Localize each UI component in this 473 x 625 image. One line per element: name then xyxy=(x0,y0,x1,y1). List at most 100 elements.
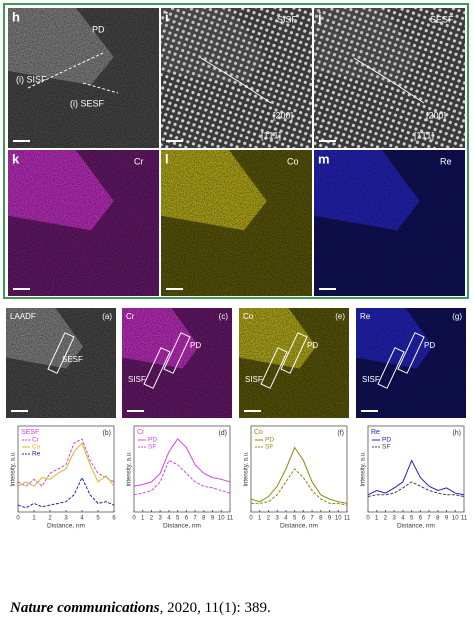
panel-text: PD xyxy=(92,24,105,34)
x-tick-label: 6 xyxy=(112,516,116,522)
legend-label: PD xyxy=(148,437,157,444)
legend-label: Cr xyxy=(32,437,40,444)
x-tick-label: 3 xyxy=(393,516,397,522)
image-noise xyxy=(356,308,466,418)
panel-text: Cr xyxy=(134,156,144,166)
trace-line xyxy=(353,57,425,104)
legend-label: PD xyxy=(382,437,391,444)
x-tick-label: 7 xyxy=(193,516,197,522)
x-tick-label: 0 xyxy=(366,516,370,522)
image-region xyxy=(161,8,267,85)
y-axis-label: Intensity, a.u. xyxy=(244,451,250,487)
x-tick-label: 3 xyxy=(276,516,280,522)
image xyxy=(314,8,465,148)
x-tick-label: 1 xyxy=(258,516,262,522)
image xyxy=(161,8,312,148)
panel-tag: (a) xyxy=(102,312,112,321)
plot-tag: (b) xyxy=(102,430,111,437)
x-axis-label: Distance, nm xyxy=(163,523,201,530)
x-tick-label: 7 xyxy=(310,516,314,522)
panel-label: i xyxy=(165,9,169,24)
data-line xyxy=(133,438,231,487)
panel-text: SISF xyxy=(245,375,263,384)
box xyxy=(163,332,191,374)
x-tick-label: 8 xyxy=(436,516,440,522)
x-tick-label: 6 xyxy=(302,516,306,522)
x-tick-label: 10 xyxy=(218,516,225,522)
x-tick-label: 2 xyxy=(267,516,271,522)
panel-text: (i) SISF xyxy=(16,74,47,84)
panel-label: l xyxy=(165,151,169,166)
x-tick-label: 5 xyxy=(96,516,100,522)
legend-label: PD xyxy=(265,437,274,444)
data-line xyxy=(250,446,348,504)
image-noise xyxy=(6,308,116,418)
citation: Nature communications, 2020, 11(1): 389. xyxy=(9,600,271,616)
x-tick-label: 10 xyxy=(335,516,342,522)
box xyxy=(397,332,425,374)
panel-title: LAADF xyxy=(10,312,36,321)
x-tick-label: 6 xyxy=(185,516,189,522)
plot-frame xyxy=(367,425,465,513)
panel-text: [1̄1̄1] xyxy=(261,130,281,140)
plot-title: Re xyxy=(371,429,380,436)
box xyxy=(47,332,75,374)
citation-details: , 2020, 11(1): 389. xyxy=(160,600,271,616)
panel-label: m xyxy=(318,151,330,166)
box xyxy=(280,332,308,374)
x-tick-label: 1 xyxy=(141,516,145,522)
data-line xyxy=(17,442,115,487)
panel-tag: (g) xyxy=(452,312,462,321)
box xyxy=(143,347,171,389)
journal: Nature communications xyxy=(9,600,160,616)
data-line xyxy=(17,476,115,509)
y-axis-label: Intensity, a.u. xyxy=(127,451,133,487)
x-tick-label: 3 xyxy=(64,516,68,522)
x-axis-label: Distance, nm xyxy=(280,523,318,530)
x-tick-label: 4 xyxy=(167,516,171,522)
panel-text: [200] xyxy=(273,110,293,120)
x-tick-label: 11 xyxy=(227,516,234,522)
data-line xyxy=(17,438,115,487)
x-tick-label: 11 xyxy=(461,516,468,522)
x-tick-label: 6 xyxy=(419,516,423,522)
y-axis-label: Intensity, a.u. xyxy=(11,451,17,487)
x-tick-label: 5 xyxy=(293,516,297,522)
panel-label: j xyxy=(317,9,322,24)
legend-label: SF xyxy=(265,444,273,451)
x-tick-label: 2 xyxy=(384,516,388,522)
data-line xyxy=(367,459,465,496)
image-noise xyxy=(8,150,159,296)
x-tick-label: 0 xyxy=(249,516,253,522)
dashed-line xyxy=(27,52,104,89)
panel-label: h xyxy=(12,9,20,24)
plot-tag: (h) xyxy=(452,430,461,437)
panel-text: PD xyxy=(190,341,201,350)
dashed-line xyxy=(82,82,119,94)
panel-label: k xyxy=(12,151,20,166)
legend-label: SF xyxy=(148,444,156,451)
x-tick-label: 5 xyxy=(410,516,414,522)
box xyxy=(260,347,288,389)
plot-tag: (d) xyxy=(218,430,227,437)
x-tick-label: 11 xyxy=(344,516,351,522)
panel-text: SISF xyxy=(277,14,298,24)
image-noise xyxy=(122,308,232,418)
x-tick-label: 4 xyxy=(401,516,405,522)
data-line xyxy=(133,459,231,496)
x-tick-label: 4 xyxy=(80,516,84,522)
legend-label: SF xyxy=(382,444,390,451)
data-line xyxy=(367,481,465,498)
image-region xyxy=(314,8,420,85)
x-tick-label: 0 xyxy=(132,516,136,522)
x-tick-label: 1 xyxy=(32,516,36,522)
panel-text: Re xyxy=(440,156,452,166)
panel-text: PD xyxy=(307,341,318,350)
x-tick-label: 0 xyxy=(16,516,20,522)
panel-tag: (c) xyxy=(219,312,229,321)
x-tick-label: 2 xyxy=(48,516,52,522)
panel-title: Cr xyxy=(126,312,135,321)
legend-label: Re xyxy=(32,451,41,458)
panel-text: SESF xyxy=(62,355,83,364)
